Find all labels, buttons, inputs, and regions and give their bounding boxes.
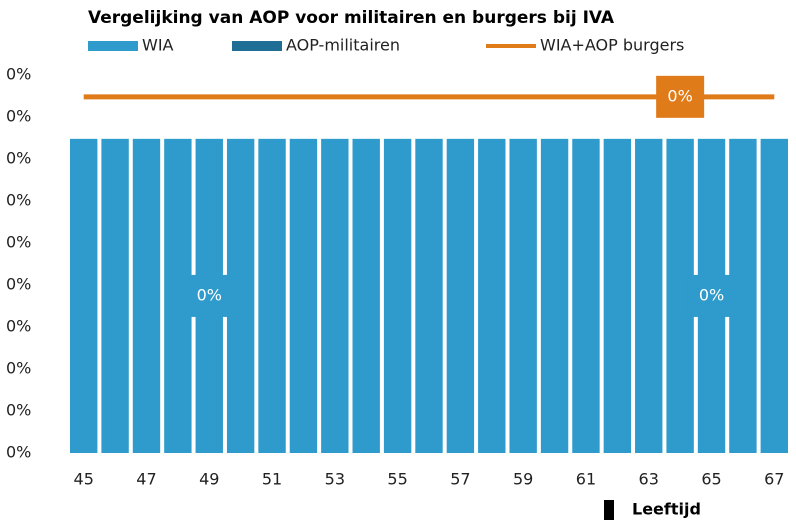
bar — [603, 138, 632, 453]
x-tick-label: 47 — [136, 470, 156, 489]
x-tick-label: 63 — [639, 470, 659, 489]
bar — [352, 138, 380, 453]
x-axis-title: Leeftijd — [632, 500, 701, 519]
y-tick-label: 0% — [6, 107, 31, 126]
bar — [572, 138, 600, 453]
x-tick-label: 49 — [199, 470, 219, 489]
y-tick-label: 0% — [6, 275, 31, 294]
data-label: 0% — [667, 86, 692, 105]
legend-swatch — [88, 41, 138, 51]
bar — [478, 138, 506, 453]
x-tick-label: 59 — [513, 470, 533, 489]
y-tick-label: 0% — [6, 359, 31, 378]
data-label: 0% — [699, 285, 724, 304]
x-tick-label: 53 — [325, 470, 345, 489]
bar — [415, 138, 443, 453]
chart-title: Vergelijking van AOP voor militairen en … — [88, 8, 615, 28]
y-tick-label: 0% — [6, 65, 31, 84]
x-tick-label: 57 — [450, 470, 470, 489]
x-tick-label: 61 — [576, 470, 596, 489]
bar — [258, 138, 286, 453]
y-tick-label: 0% — [6, 317, 31, 336]
bar — [635, 138, 663, 453]
data-label-bg — [185, 274, 234, 317]
y-tick-label: 0% — [6, 149, 31, 168]
x-tick-label: 45 — [74, 470, 94, 489]
bar — [321, 138, 349, 453]
x-tick-label: 55 — [387, 470, 407, 489]
legend-label: WIA+AOP burgers — [540, 36, 684, 55]
legend-swatch — [232, 41, 282, 51]
bar — [760, 138, 788, 453]
x-tick-label: 67 — [764, 470, 784, 489]
bar — [70, 138, 98, 453]
bar — [446, 138, 475, 453]
y-tick-label: 0% — [6, 401, 31, 420]
legend-label: WIA — [142, 36, 174, 55]
legend-label: AOP-militairen — [286, 36, 400, 55]
data-label: 0% — [197, 285, 222, 304]
x-tick-label: 51 — [262, 470, 282, 489]
y-tick-label: 0% — [6, 191, 31, 210]
data-label-bg — [656, 75, 705, 118]
data-label-bg — [687, 274, 736, 317]
x-tick-label: 65 — [701, 470, 721, 489]
y-tick-label: 0% — [6, 443, 31, 462]
bar — [540, 138, 569, 453]
bar — [289, 138, 318, 453]
y-tick-label: 0% — [6, 233, 31, 252]
axis-marker — [604, 500, 614, 520]
bar — [132, 138, 161, 453]
legend-swatch — [486, 44, 536, 48]
bar — [101, 138, 129, 453]
bar — [509, 138, 537, 453]
bar — [383, 138, 412, 453]
